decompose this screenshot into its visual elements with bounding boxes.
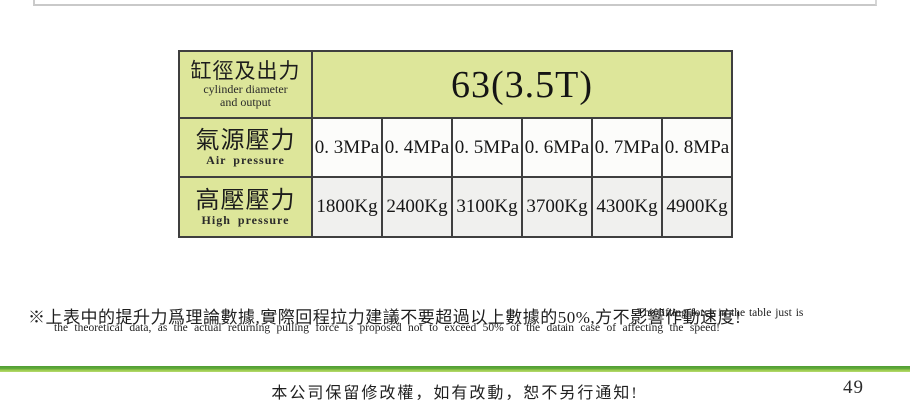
footnote-chinese: ※上表中的提升力爲理論數據,實際回程拉力建議不要超過以上數據的50%,方不影響作… bbox=[28, 308, 742, 327]
high-pressure-value-cell: 4900Kg bbox=[661, 176, 733, 238]
high-pressure-value-cell: 1800Kg bbox=[311, 176, 383, 238]
air-pressure-value-cell: 0. 4MPa bbox=[381, 117, 453, 178]
header-label-cn: 缸徑及出力 bbox=[190, 59, 301, 84]
high-pressure-label-cn: 高壓壓力 bbox=[195, 187, 296, 214]
table-row-header: 缸徑及出力 cylinder diameter and output 63(3.… bbox=[178, 50, 733, 119]
high-pressure-value: 3100Kg bbox=[456, 196, 518, 217]
model-cell: 63(3.5T) bbox=[311, 50, 733, 119]
high-pressure-value: 4300Kg bbox=[596, 196, 658, 217]
high-pressure-value: 2400Kg bbox=[386, 196, 448, 217]
cutoff-panel-edge bbox=[33, 0, 877, 6]
high-pressure-value-cell: 4300Kg bbox=[591, 176, 663, 238]
high-pressure-value-cell: 2400Kg bbox=[381, 176, 453, 238]
model-value: 63(3.5T) bbox=[450, 63, 594, 106]
air-pressure-value-cell: 0. 5MPa bbox=[451, 117, 523, 178]
air-pressure-value-cell: 0. 8MPa bbox=[661, 117, 733, 178]
air-pressure-label-en: Air pressure bbox=[206, 153, 285, 168]
footnote-english-line1: The lifting force in the table just is bbox=[637, 307, 804, 319]
footnote-english-line2-right: in case of affecting the speed! bbox=[565, 322, 720, 334]
header-label-en1: cylinder diameter bbox=[203, 82, 288, 97]
footer-notice: 本公司保留修改權，如有改動，恕不另行通知! bbox=[271, 385, 639, 402]
air-pressure-value: 0. 3MPa bbox=[314, 136, 380, 158]
air-pressure-value-cell: 0. 7MPa bbox=[591, 117, 663, 178]
air-pressure-label-cn: 氣源壓力 bbox=[195, 128, 296, 154]
header-label-cell: 缸徑及出力 cylinder diameter and output bbox=[178, 50, 313, 119]
air-pressure-value: 0. 7MPa bbox=[594, 136, 660, 158]
table-row-air-pressure: 氣源壓力 Air pressure 0. 3MPa 0. 4MPa 0. 5MP… bbox=[178, 117, 733, 178]
table-row-high-pressure: 高壓壓力 High pressure 1800Kg 2400Kg 3100Kg … bbox=[178, 176, 733, 238]
high-pressure-value: 3700Kg bbox=[526, 196, 588, 217]
air-pressure-value-cell: 0. 3MPa bbox=[311, 117, 383, 178]
high-pressure-value: 1800Kg bbox=[316, 196, 378, 217]
air-pressure-value: 0. 6MPa bbox=[524, 136, 590, 158]
high-pressure-label-en: High pressure bbox=[201, 212, 290, 227]
air-pressure-value: 0. 5MPa bbox=[454, 136, 520, 158]
high-pressure-label-cell: 高壓壓力 High pressure bbox=[178, 176, 313, 238]
high-pressure-value-cell: 3100Kg bbox=[451, 176, 523, 238]
footer-divider-bar bbox=[0, 366, 910, 372]
high-pressure-value: 4900Kg bbox=[666, 196, 728, 217]
page-number: 49 bbox=[843, 377, 864, 398]
air-pressure-label-cell: 氣源壓力 Air pressure bbox=[178, 117, 313, 178]
footnote-english-line2-left: the theoretical data, as the actual retu… bbox=[54, 322, 566, 334]
high-pressure-value-cell: 3700Kg bbox=[521, 176, 593, 238]
air-pressure-value-cell: 0. 6MPa bbox=[521, 117, 593, 178]
air-pressure-value: 0. 4MPa bbox=[384, 136, 450, 158]
header-label-en2: and output bbox=[220, 95, 271, 110]
air-pressure-value: 0. 8MPa bbox=[664, 136, 730, 158]
spec-table: 缸徑及出力 cylinder diameter and output 63(3.… bbox=[178, 50, 733, 238]
